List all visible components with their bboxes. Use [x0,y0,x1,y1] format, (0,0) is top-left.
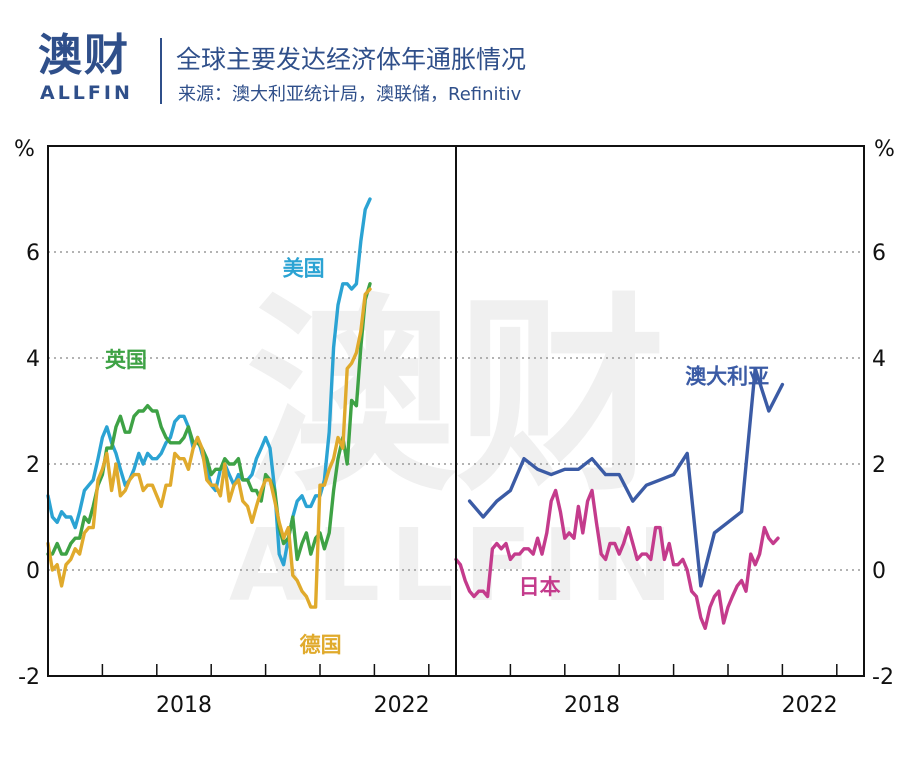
plot-frame [47,145,865,677]
y-tick-label: 6 [26,241,40,266]
y-tick-label: 0 [872,559,886,584]
series-line-英国 [46,282,372,562]
chart-header: 澳财 ALLFIN 全球主要发达经济体年通胀情况 来源：澳大利亚统计局，澳联储，… [0,0,912,120]
chart-title: 全球主要发达经济体年通胀情况 [176,45,527,74]
series-label-德国: 德国 [300,633,342,657]
series-label-澳大利亚: 澳大利亚 [685,364,769,388]
series-line-澳大利亚 [467,366,785,588]
axis-ticks [47,664,838,676]
y-unit-label: % [874,137,895,162]
brand-logo: 澳财 [38,30,130,81]
x-tick-label: 2022 [782,693,838,718]
y-tick-label: 2 [26,453,40,478]
brand-logo-subtitle: ALLFIN [40,82,133,104]
series-line-美国 [46,197,372,567]
y-unit-label: % [14,137,35,162]
y-tick-label: -2 [872,665,894,690]
series-line-德国 [46,287,372,609]
y-tick-label: 2 [872,453,886,478]
y-tick-label: 4 [872,347,886,372]
axis-labels: -2 0 2 4 6% 2018 2022 -2 0 2 4 6% 2018 2022 [14,137,895,718]
series-label-美国: 美国 [283,256,325,280]
series-lines [46,197,785,630]
x-tick-label: 2018 [156,693,212,718]
y-tick-label: 4 [26,347,40,372]
series-label-英国: 英国 [105,348,147,372]
series-line-日本 [454,488,780,630]
series-label-日本: 日本 [519,575,561,599]
watermark-sub: ALLFIN [229,507,683,624]
header-divider [160,38,162,104]
y-tick-label: 6 [872,241,886,266]
x-tick-label: 2022 [374,693,430,718]
x-tick-label: 2018 [564,693,620,718]
y-tick-label: -2 [18,665,40,690]
y-tick-label: 0 [26,559,40,584]
chart-source: 来源：澳大利亚统计局，澳联储，Refinitiv [178,84,522,105]
